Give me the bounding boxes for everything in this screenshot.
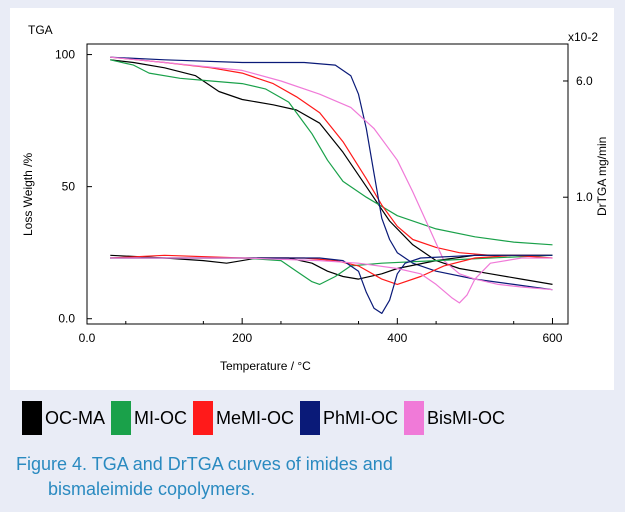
x-tick-label: 200 xyxy=(232,331,252,345)
legend-label: OC-MA xyxy=(45,407,105,428)
tga-curves xyxy=(110,56,553,291)
legend-label: BisMI-OC xyxy=(427,407,506,428)
drtga-curves xyxy=(110,254,553,314)
drtga-line-bismi-oc xyxy=(110,257,553,304)
figure-caption: Figure 4. TGA and DrTGA curves of imides… xyxy=(16,452,616,502)
legend-label: PhMI-OC xyxy=(323,407,399,428)
legend-swatch xyxy=(404,401,425,435)
y-axis-label: Loss Weigth /% xyxy=(21,153,35,236)
legend: OC-MA MI-OC MeMI-OC PhMI-OC BisMI-OC xyxy=(22,400,622,436)
plot-frame xyxy=(86,43,569,325)
right-axis-multiplier: x10-2 xyxy=(568,30,598,44)
x-tick-label: 600 xyxy=(542,331,562,345)
y-right-tick-label: 1.0 xyxy=(576,190,593,204)
legend-item: OC-MA xyxy=(22,401,111,435)
tga-line-mi-oc xyxy=(110,59,553,246)
chart-title: TGA xyxy=(28,23,53,37)
x-axis-label: Temperature / °C xyxy=(220,359,311,373)
legend-swatch xyxy=(22,401,42,435)
drtga-line-phmi-oc xyxy=(110,254,553,314)
legend-item: BisMI-OC xyxy=(404,401,511,435)
caption-line-1: Figure 4. TGA and DrTGA curves of imides… xyxy=(16,454,393,474)
figure-panel: 0.0 200 400 600 0.0 50 100 1.0 6.0 TGA x10-2 L… xyxy=(10,8,614,390)
legend-item: MeMI-OC xyxy=(193,401,300,435)
legend-label: MI-OC xyxy=(134,407,187,428)
x-tick-label: 400 xyxy=(387,331,407,345)
x-axis: 0.0 200 400 600 xyxy=(79,318,563,345)
legend-swatch xyxy=(300,401,320,435)
y-tick-label: 100 xyxy=(55,48,75,62)
y-tick-label: 50 xyxy=(62,180,76,194)
y-axis-right: 1.0 6.0 xyxy=(563,74,593,204)
y-tick-label: 0.0 xyxy=(58,312,75,326)
tga-line-memi-oc xyxy=(110,56,553,256)
tga-line-oc-ma xyxy=(110,59,553,285)
legend-item: MI-OC xyxy=(111,401,193,435)
y-axis-left: 0.0 50 100 xyxy=(55,48,92,326)
legend-swatch xyxy=(193,401,213,435)
x-tick-label: 0.0 xyxy=(79,331,96,345)
legend-item: PhMI-OC xyxy=(300,401,404,435)
y-axis-right-label: DrTGA mg/min xyxy=(595,137,609,216)
caption-line-2: bismaleimide copolymers. xyxy=(48,479,256,499)
tga-line-phmi-oc xyxy=(110,56,553,291)
drtga-line-oc-ma xyxy=(110,254,553,280)
legend-swatch xyxy=(111,401,131,435)
tga-line-bismi-oc xyxy=(110,56,553,291)
tga-chart: 0.0 200 400 600 0.0 50 100 1.0 6.0 TGA x10-2 L… xyxy=(21,23,609,373)
legend-label: MeMI-OC xyxy=(216,407,294,428)
y-right-tick-label: 6.0 xyxy=(576,74,593,88)
